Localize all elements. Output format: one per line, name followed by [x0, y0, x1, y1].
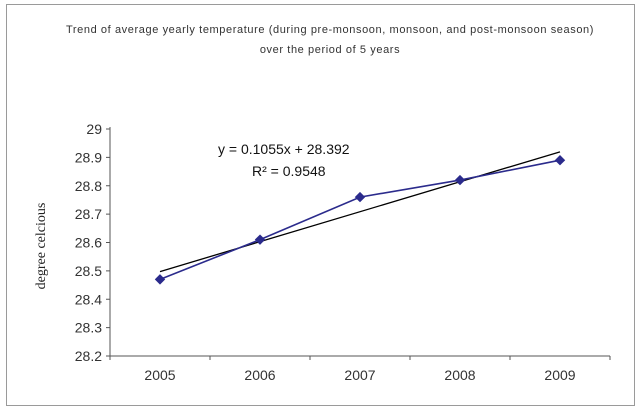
x-tick-label: 2009 [544, 367, 575, 383]
y-tick-label: 28.2 [75, 348, 102, 364]
x-tick-label: 2007 [344, 367, 375, 383]
y-axis-title: degree celcious [34, 203, 49, 290]
trendline-equation: y = 0.1055x + 28.392 [218, 141, 350, 157]
series-line [159, 159, 561, 281]
x-tick-label: 2008 [444, 367, 475, 383]
chart-title: Trend of average yearly temperature (dur… [65, 24, 595, 56]
x-tick-label: 2006 [244, 367, 275, 383]
y-tick-label: 28.5 [75, 263, 102, 279]
data-point-2006 [254, 234, 266, 245]
series-group [154, 155, 566, 285]
y-tick-label: 28.7 [75, 206, 102, 222]
data-point-2005 [154, 274, 166, 285]
y-tick-label: 29 [86, 121, 102, 137]
linear-trendline [159, 151, 561, 273]
y-tick-label: 28.3 [75, 320, 102, 336]
axes [106, 127, 611, 360]
data-point-2009 [554, 155, 566, 166]
data-point-2008 [454, 174, 466, 186]
y-tick-label: 28.4 [75, 291, 102, 307]
y-tick-label: 28.8 [75, 178, 102, 194]
x-tick-label: 2005 [144, 367, 175, 383]
y-tick-label: 28.6 [75, 235, 102, 251]
trendline-group [159, 151, 561, 273]
x-tick-labels: 2005 2006 2007 2008 2009 [144, 367, 575, 383]
chart-frame [6, 4, 635, 406]
y-tick-label: 28.9 [75, 149, 102, 165]
y-tick-labels: 28.2 28.3 28.4 28.5 28.6 28.7 28.8 28.9 29 [75, 121, 102, 364]
data-point-2007 [354, 191, 366, 203]
trendline-r2: R² = 0.9548 [252, 163, 326, 179]
